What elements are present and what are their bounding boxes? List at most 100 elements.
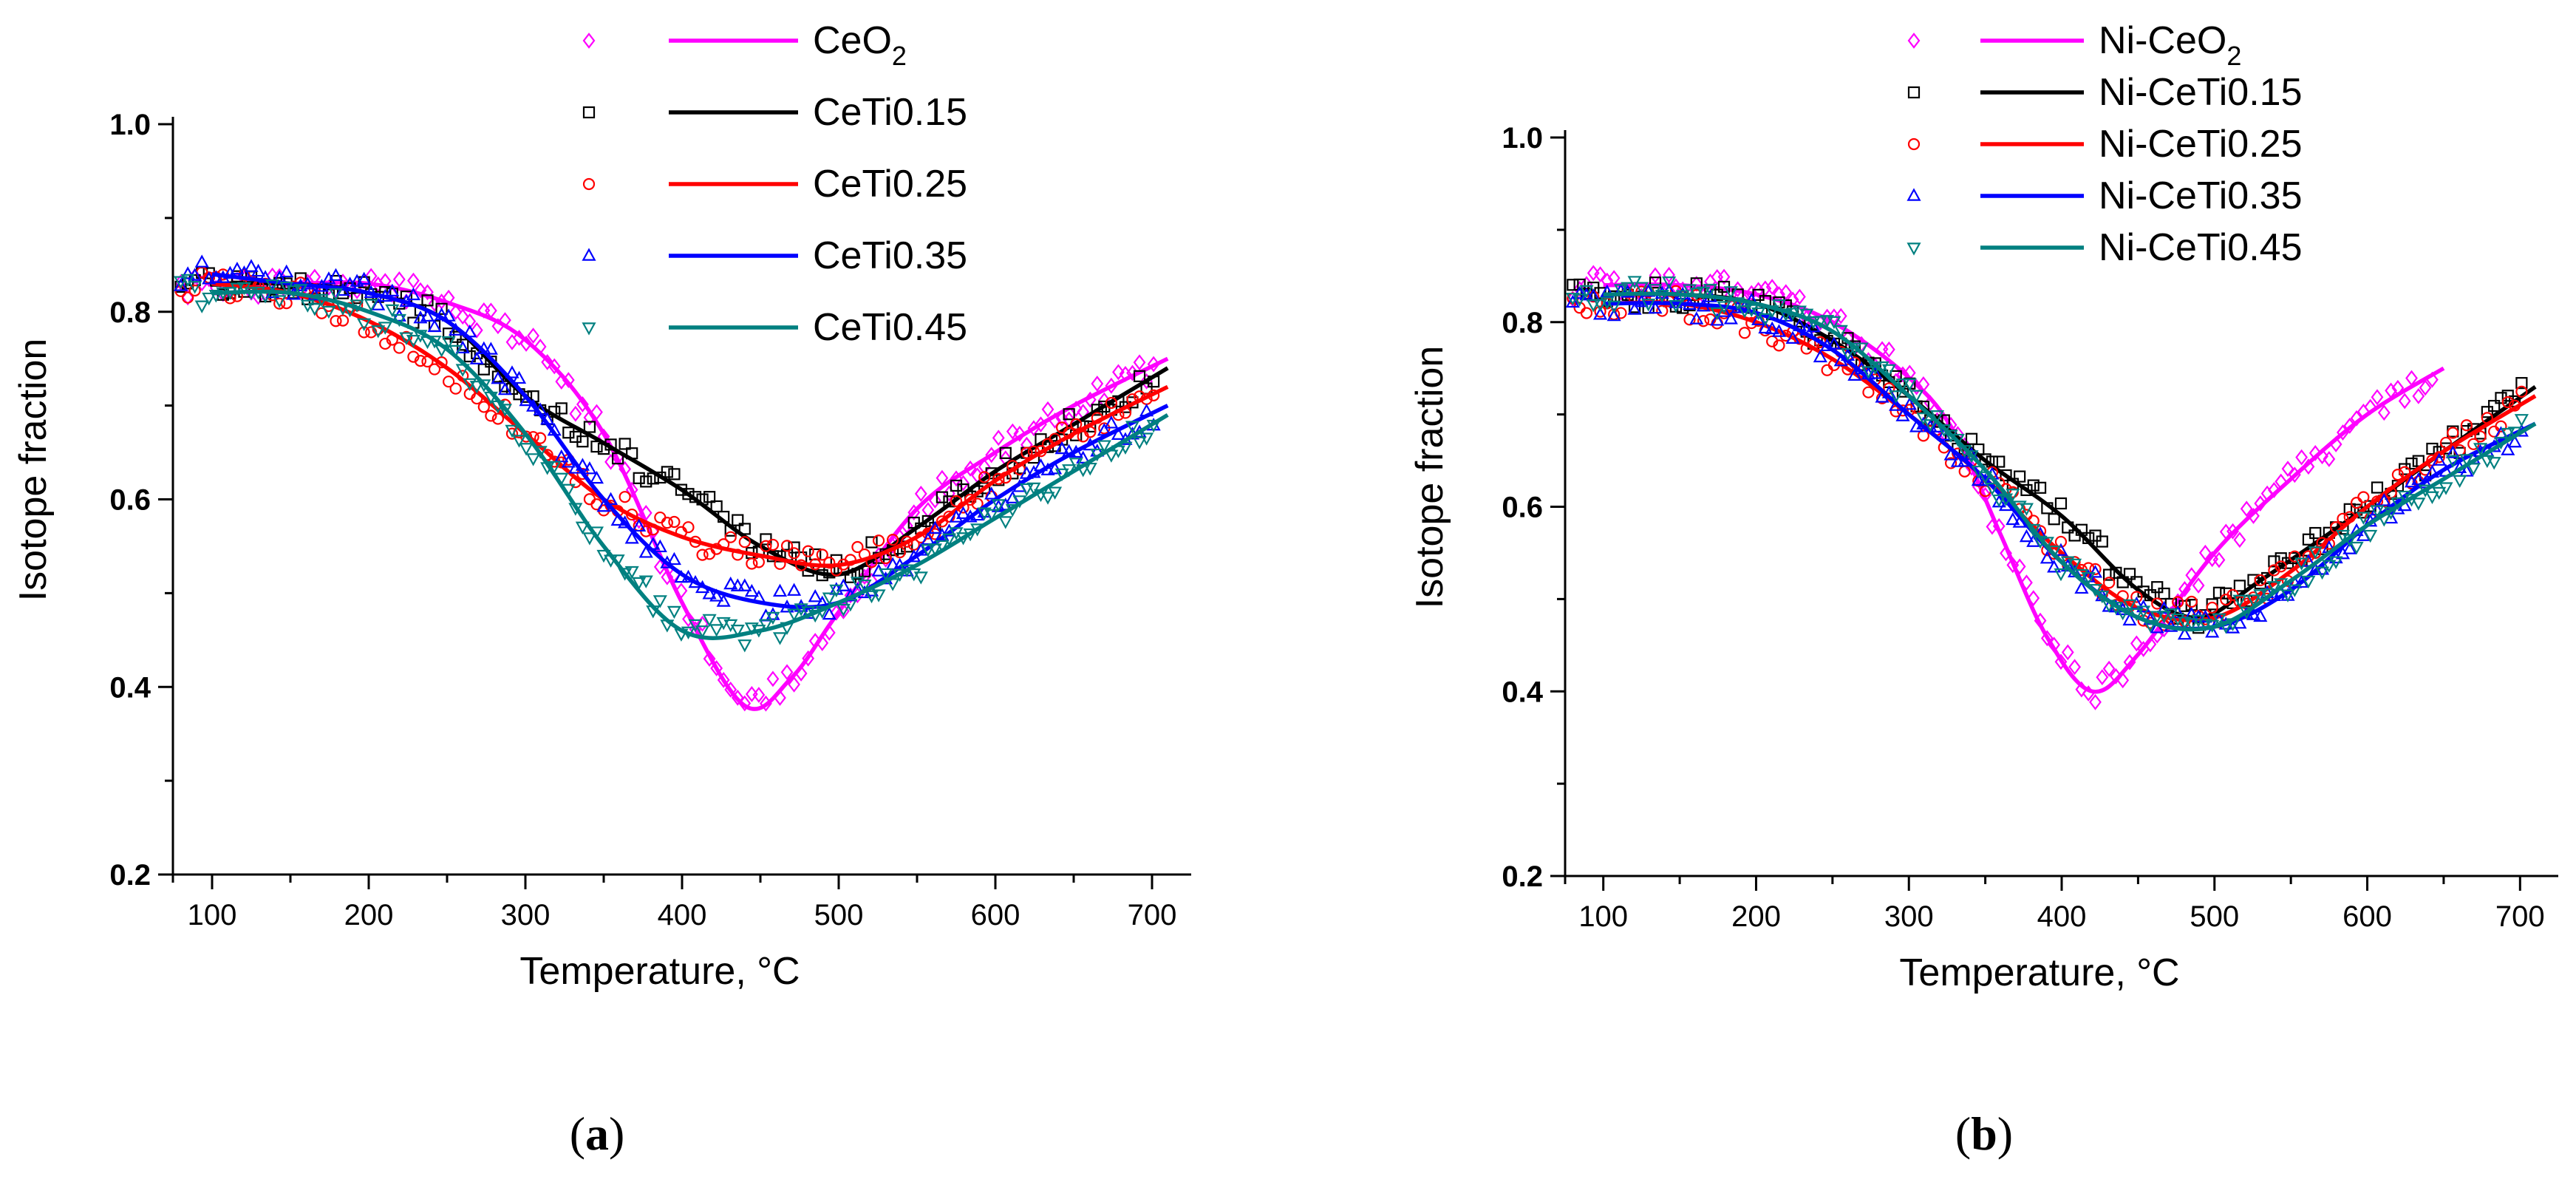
data-point-marker (787, 583, 802, 596)
data-point-marker (936, 491, 949, 503)
x-tick-label: 600 (971, 899, 1020, 931)
data-point-marker (174, 278, 188, 291)
data-point-marker (1840, 347, 1856, 361)
data-point-marker (194, 254, 209, 268)
data-point-marker (702, 614, 717, 628)
data-point-marker (632, 518, 647, 532)
data-point-marker (2432, 486, 2447, 500)
x-tick-label: 300 (1884, 900, 1934, 933)
data-point-marker (865, 536, 878, 549)
legend-marker (1907, 86, 1921, 99)
data-point-marker (554, 449, 569, 463)
data-point-marker (2156, 600, 2172, 614)
data-point-marker (682, 611, 695, 628)
data-point-marker (1019, 483, 1034, 497)
legend-marker (1907, 137, 1921, 151)
data-point-marker (1606, 300, 1621, 314)
data-point-marker (188, 284, 201, 297)
x-tick-label: 600 (2342, 900, 2392, 933)
data-point-marker (2054, 568, 2068, 582)
data-point-marker (1785, 330, 1800, 344)
chart-panel-b: 100 200 300 400 500 600 700 0.2 0.4 0.6 0.8 1.0 Temp… (1408, 19, 2558, 1160)
data-point-marker (2253, 608, 2268, 622)
data-point-marker (2019, 503, 2034, 516)
legend-label: CeTi0.25 (813, 163, 967, 206)
data-point-marker (1985, 483, 2000, 496)
data-point-marker (2047, 560, 2062, 573)
data-point-marker (449, 304, 463, 321)
data-point-marker (519, 443, 534, 456)
data-point-marker (2460, 419, 2473, 432)
data-point-marker (780, 540, 794, 552)
data-point-marker (2034, 481, 2047, 494)
data-point-marker (1621, 282, 1635, 296)
data-point-marker (371, 297, 386, 310)
data-point-marker (640, 475, 652, 488)
data-point-marker (716, 594, 731, 607)
data-point-marker (1993, 455, 2006, 468)
data-point-marker (913, 571, 928, 585)
data-point-marker (1771, 299, 1787, 313)
data-point-marker (1723, 286, 1738, 299)
data-point-marker (499, 380, 511, 393)
series-CeTi0.25 (174, 266, 1169, 577)
data-point-marker (1097, 440, 1111, 453)
data-point-marker (251, 263, 266, 277)
data-point-marker (2308, 546, 2323, 560)
y-axis-title: Isotope fraction (12, 339, 55, 602)
data-point-marker (449, 382, 462, 395)
data-point-marker (2185, 595, 2198, 608)
data-point-marker (421, 294, 434, 307)
data-point-marker (927, 543, 942, 557)
data-point-marker (941, 533, 957, 547)
data-point-marker (1656, 305, 1669, 317)
data-point-marker (858, 568, 871, 585)
data-point-marker (654, 511, 667, 524)
data-point-marker (1889, 390, 1904, 404)
data-point-marker (293, 284, 308, 297)
data-point-marker (1592, 307, 1608, 320)
data-point-marker (2295, 449, 2308, 466)
data-point-marker (737, 639, 752, 653)
data-point-marker (2266, 581, 2281, 594)
data-point-marker (1827, 316, 1841, 330)
data-point-marker (816, 549, 828, 561)
data-point-marker (2507, 434, 2522, 448)
data-point-marker (491, 412, 505, 425)
x-axis-title-unit: °C (757, 950, 800, 993)
legend-label: Ni-CeTi0.35 (2099, 174, 2303, 217)
data-point-marker (1649, 276, 1662, 289)
data-point-marker (2089, 693, 2102, 710)
data-point-marker (505, 424, 519, 438)
data-point-marker (371, 325, 386, 339)
data-point-marker (357, 271, 372, 285)
data-point-marker (935, 540, 950, 554)
y-tick-label: 0.6 (109, 484, 151, 517)
data-point-marker (1979, 453, 1991, 466)
data-point-marker (1916, 412, 1931, 426)
data-point-marker (1649, 267, 1662, 284)
data-point-marker (2432, 452, 2447, 466)
data-point-marker (463, 313, 477, 330)
data-point-marker (1663, 267, 1675, 283)
y-tick-label: 0.8 (1502, 307, 1543, 339)
data-point-marker (1875, 390, 1890, 403)
legend-marker (1907, 33, 1921, 49)
data-point-marker (2019, 529, 2034, 543)
data-point-marker (407, 272, 420, 289)
data-point-marker (1751, 312, 1766, 325)
data-point-marker (2013, 558, 2026, 575)
data-point-marker (2081, 571, 2096, 585)
data-point-marker (2253, 589, 2268, 602)
legend-label: CeTi0.35 (813, 234, 967, 277)
data-point-marker (2391, 469, 2404, 481)
panel-label-letter: a (585, 1107, 609, 1160)
legend-label-main: CeTi0.45 (813, 306, 967, 349)
data-point-marker (2363, 529, 2378, 543)
data-point-marker (682, 521, 695, 534)
legend-label-main: Ni-CeTi0.25 (2099, 123, 2303, 166)
data-point-marker (1861, 366, 1875, 379)
data-point-marker (1917, 429, 1929, 442)
data-point-marker (760, 540, 772, 552)
